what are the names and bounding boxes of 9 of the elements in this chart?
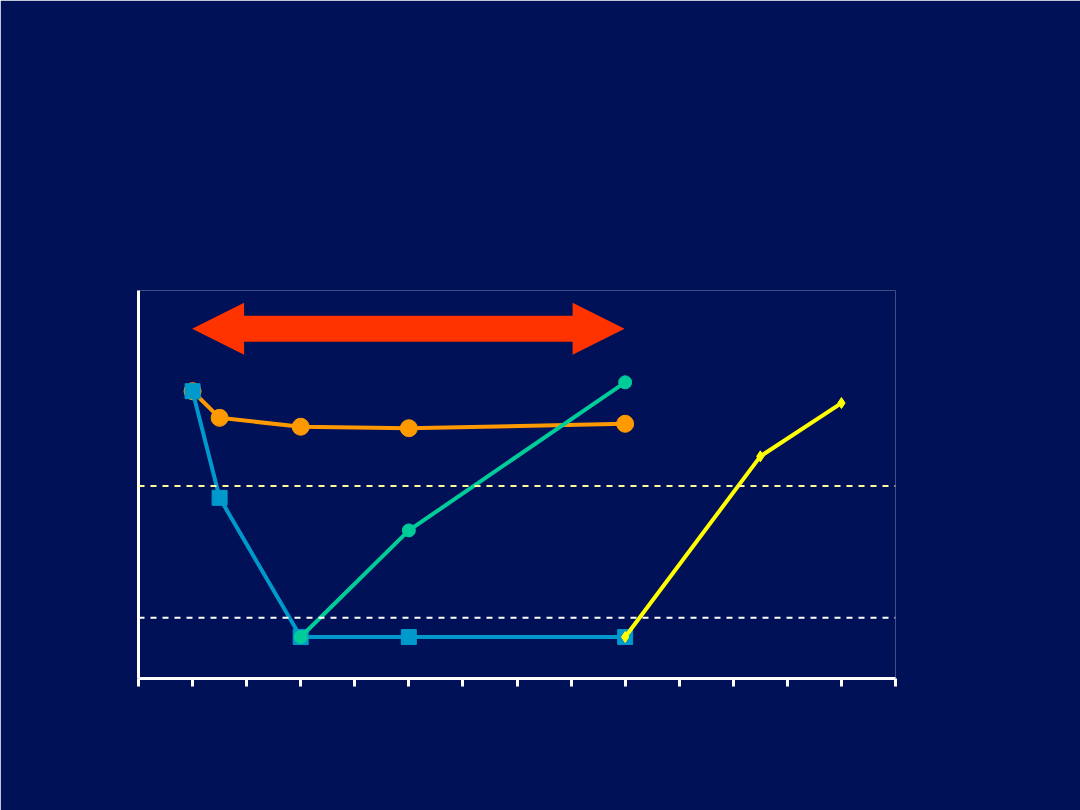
point xyxy=(291,417,310,436)
point xyxy=(399,419,418,438)
point xyxy=(400,629,417,646)
point xyxy=(620,631,630,644)
point xyxy=(211,489,228,506)
point xyxy=(401,523,416,538)
point xyxy=(210,408,229,427)
point xyxy=(618,375,633,390)
point xyxy=(616,414,635,433)
